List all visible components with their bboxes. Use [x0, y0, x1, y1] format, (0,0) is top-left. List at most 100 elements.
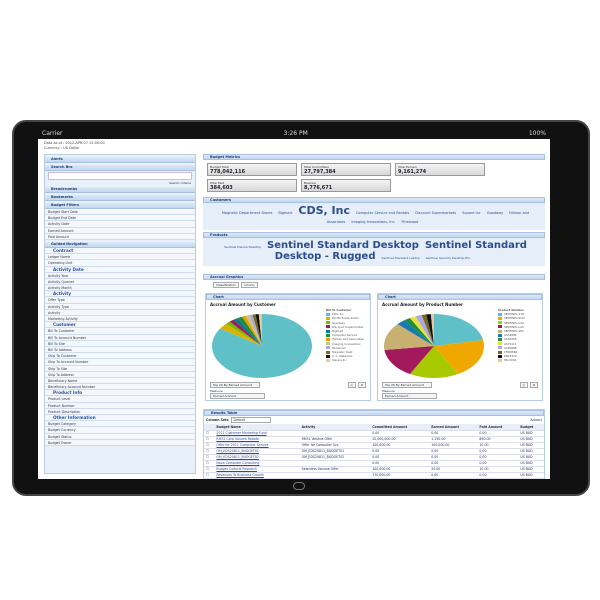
pie-slice[interactable]: [426, 314, 434, 346]
search-criteria-link[interactable]: Search criteria: [169, 181, 191, 185]
row-checkbox[interactable]: ☐: [204, 430, 215, 437]
sidebar-item[interactable]: Operating Unit: [45, 260, 195, 267]
sidebar-section-header[interactable]: Guided Navigation: [45, 241, 195, 248]
table-row[interactable]: ☐ Nova Computer Consulting 0.00 0.00 0.00 US …: [204, 460, 544, 467]
sidebar-item[interactable]: Product Description: [45, 408, 195, 415]
pie-slice[interactable]: [237, 316, 262, 346]
column-set-select[interactable]: Default: [231, 417, 272, 423]
print-icon[interactable]: ⎙: [347, 382, 356, 388]
sidebar-item[interactable]: Ship To Site: [45, 365, 195, 372]
pie-slice[interactable]: [409, 346, 459, 378]
column-header[interactable]: Committed Amount: [370, 424, 430, 431]
measure-select[interactable]: Earned Amount: [382, 393, 437, 399]
sidebar-item[interactable]: Ship To Address: [45, 371, 195, 378]
sidebar-group[interactable]: Activity: [45, 291, 195, 298]
budget-name-link[interactable]: Nova Computer Consulting: [214, 460, 300, 467]
tag-link[interactable]: Goodway: [486, 211, 504, 215]
sidebar-item[interactable]: Ship To Customer: [45, 353, 195, 360]
row-checkbox[interactable]: ☐: [204, 472, 215, 479]
pie-slice[interactable]: [258, 314, 262, 346]
pie-slice[interactable]: [384, 324, 434, 351]
pie-slice[interactable]: [384, 346, 434, 375]
results-table-header[interactable]: Results Table: [204, 410, 544, 416]
sidebar-section-header[interactable]: Alerts: [45, 157, 195, 163]
column-header[interactable]: Budget Name: [214, 424, 300, 431]
sidebar-item[interactable]: Marketing Activity: [45, 316, 195, 323]
export-icon[interactable]: ⧉: [529, 382, 538, 388]
sidebar-item[interactable]: Budget Category: [45, 421, 195, 428]
sidebar-item[interactable]: Budget End Date: [45, 215, 195, 222]
pie-slice[interactable]: [415, 315, 434, 346]
table-row[interactable]: ☐ Offer for 2011 Computer Service Offer fo…: [204, 442, 544, 449]
measure-select[interactable]: Earned Amount: [210, 393, 265, 399]
pie-slice[interactable]: [404, 317, 434, 346]
sidebar-item[interactable]: Activity Quarter: [45, 278, 195, 286]
sidebar-section-header[interactable]: Breadcrumbs: [45, 187, 195, 193]
tab-classification[interactable]: Classification: [213, 282, 239, 288]
table-row[interactable]: ☐ OM_EDS20811_BUDGET02 OM_EDS20811_BUDGET0…: [204, 454, 544, 461]
actions-menu[interactable]: Actions: [530, 418, 542, 422]
sidebar-item[interactable]: Bill To Customer: [45, 328, 195, 335]
sidebar-item[interactable]: Activity Year: [45, 272, 195, 279]
tag-link[interactable]: Discount Supermarkets: [415, 211, 457, 215]
budget-name-link[interactable]: Offer for 2011 Computer Service: [214, 442, 300, 449]
table-row[interactable]: ☐ Budget Cultural Research Seamless Volume…: [204, 466, 544, 473]
table-row[interactable]: ☐ OM_EDS20811_BUDGET01 OM_EDS20811_BUDGET0…: [204, 448, 544, 455]
budget-name-link[interactable]: Budget Cultural Research: [214, 466, 300, 473]
home-button[interactable]: [293, 482, 305, 490]
budget-name-link[interactable]: Revenues To Business Growth: [214, 472, 300, 479]
sidebar-group[interactable]: Customer: [45, 322, 195, 329]
print-icon[interactable]: ⎙: [519, 382, 528, 388]
pie-slice[interactable]: [241, 315, 262, 346]
pie-slice[interactable]: [397, 320, 434, 346]
sidebar-item[interactable]: Earned Amount: [45, 227, 195, 234]
budget-name-link[interactable]: RM31 Corp Volume Rebate: [214, 436, 300, 443]
sidebar-item[interactable]: Activity: [45, 309, 195, 316]
tag-link[interactable]: Hilman and Associates: [326, 211, 530, 224]
chart-panel-header[interactable]: Chart: [378, 294, 542, 300]
pie-slice[interactable]: [233, 318, 262, 346]
tag-link[interactable]: Imaging Innovations, Inc.: [351, 220, 396, 224]
chart-panel-header[interactable]: Chart: [206, 294, 370, 300]
pie-slice[interactable]: [220, 323, 262, 346]
search-box[interactable]: [48, 172, 192, 180]
accrual-graphics-header[interactable]: Accrual Graphics: [203, 274, 545, 280]
sidebar-item[interactable]: Product Level: [45, 396, 195, 403]
sidebar-item[interactable]: Budget Status: [45, 433, 195, 440]
column-header[interactable]: Budget: [518, 424, 544, 431]
sidebar-item[interactable]: Ledger Name: [45, 254, 195, 261]
tag-link[interactable]: CDS, Inc: [298, 204, 350, 217]
sidebar-item[interactable]: Bill To Account Number: [45, 334, 195, 341]
tag-link[interactable]: Pinewood: [401, 220, 419, 224]
sidebar-group[interactable]: Contract: [45, 247, 195, 255]
tab-activity[interactable]: Activity: [240, 282, 259, 288]
sidebar-section-header[interactable]: Bookmarks: [45, 195, 195, 201]
pie-slice[interactable]: [421, 314, 434, 346]
tag-link[interactable]: Computer Service and Rentals: [355, 211, 410, 215]
sidebar-group[interactable]: Product Info: [45, 390, 195, 397]
sidebar-item[interactable]: Paid Amount: [45, 233, 195, 240]
row-checkbox[interactable]: ☐: [204, 436, 215, 443]
sidebar-item[interactable]: Activity Date: [45, 221, 195, 228]
tag-link[interactable]: Bigmart: [278, 211, 293, 215]
column-header[interactable]: Paid Amount: [477, 424, 519, 431]
sidebar-item[interactable]: Bill To Address: [45, 346, 195, 354]
sidebar-item[interactable]: Activity Month: [45, 285, 195, 292]
export-icon[interactable]: ⧉: [357, 382, 366, 388]
sidebar-item[interactable]: Ship To Account Number: [45, 359, 195, 366]
customers-header[interactable]: Customers: [203, 197, 545, 203]
budget-name-link[interactable]: OM_EDS20811_BUDGET02: [214, 454, 300, 461]
pie-slice[interactable]: [255, 314, 262, 346]
pie-slice[interactable]: [229, 319, 262, 346]
row-checkbox[interactable]: ☐: [204, 460, 215, 467]
sidebar-section-header[interactable]: Budget Filters: [45, 203, 195, 209]
tag-link[interactable]: Sentinel Standard Desktop - Rugged: [274, 240, 527, 262]
sidebar-item[interactable]: Offer Type: [45, 297, 195, 304]
budget-name-link[interactable]: OM_EDS20811_BUDGET01: [214, 448, 300, 455]
pie-slice[interactable]: [226, 321, 262, 346]
select-all-header[interactable]: [204, 424, 215, 431]
sidebar-item[interactable]: Budget Owner: [45, 439, 195, 446]
row-checkbox[interactable]: ☐: [204, 466, 215, 473]
pie-slice[interactable]: [409, 316, 434, 346]
budget-metrics-header[interactable]: Budget Metrics: [203, 154, 545, 160]
